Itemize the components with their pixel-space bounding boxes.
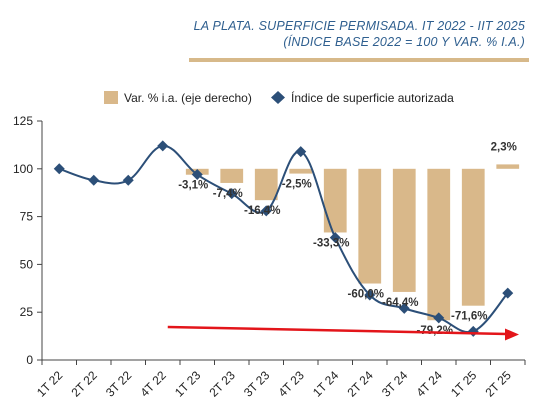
index-point bbox=[122, 174, 134, 186]
x-tick-label: 4T 24 bbox=[413, 368, 445, 400]
bar bbox=[461, 168, 485, 306]
x-tick-label: 2T 24 bbox=[344, 368, 376, 400]
chart-title-line2: (ÍNDICE BASE 2022 = 100 Y VAR. % I.A.) bbox=[283, 35, 525, 49]
bar-value-label: -3,1% bbox=[178, 180, 208, 192]
x-tick-label: 3T 22 bbox=[103, 368, 135, 400]
index-point bbox=[191, 169, 203, 181]
x-tick-label: 2T 23 bbox=[206, 368, 238, 400]
legend-line-marker bbox=[271, 91, 285, 104]
bar bbox=[427, 168, 451, 321]
x-tick-label: 1T 22 bbox=[34, 368, 66, 400]
x-tick-label: 2T 25 bbox=[482, 368, 514, 400]
trend-arrow-head bbox=[505, 328, 519, 341]
bar bbox=[323, 168, 347, 233]
x-tick-label: 2T 22 bbox=[68, 368, 100, 400]
bar-value-label: -7,4% bbox=[213, 188, 243, 200]
index-point bbox=[53, 163, 65, 175]
chart-title-line1: LA PLATA. SUPERFICIE PERMISADA. IT 2022 … bbox=[193, 19, 525, 33]
legend-bar-swatch bbox=[104, 91, 118, 104]
index-point bbox=[364, 289, 376, 301]
bar bbox=[220, 168, 244, 183]
bar bbox=[289, 168, 313, 174]
bar-value-label: -64,4% bbox=[382, 297, 418, 309]
bar bbox=[358, 168, 382, 284]
bar-value-label: -33,3% bbox=[313, 237, 349, 249]
index-line bbox=[58, 144, 509, 334]
x-tick-label: 1T 24 bbox=[310, 368, 342, 400]
bar-value-label: -79,2% bbox=[417, 325, 453, 337]
y-tick-label: 0 bbox=[26, 353, 33, 367]
bar-value-label: -16,4% bbox=[244, 205, 280, 217]
bar bbox=[496, 164, 520, 169]
bar-value-label: -71,6% bbox=[451, 311, 487, 323]
x-tick-label: 3T 24 bbox=[379, 368, 411, 400]
index-point bbox=[157, 140, 169, 152]
y-tick-label: 100 bbox=[13, 162, 33, 176]
legend-bar-label: Var. % i.a. (eje derecho) bbox=[124, 91, 252, 105]
legend: Var. % i.a. (eje derecho) Índice de supe… bbox=[104, 90, 454, 105]
index-point bbox=[502, 287, 514, 299]
bar bbox=[392, 168, 416, 292]
title-underline bbox=[189, 58, 529, 62]
bar-value-label: 2,3% bbox=[491, 141, 517, 153]
x-tick-label: 4T 22 bbox=[137, 368, 169, 400]
x-tick-label: 1T 25 bbox=[448, 368, 480, 400]
index-point bbox=[226, 188, 238, 200]
index-point bbox=[88, 174, 100, 186]
index-point bbox=[295, 146, 307, 158]
line-series bbox=[53, 140, 514, 337]
y-tick-label: 75 bbox=[20, 210, 34, 224]
x-tick-label: 1T 23 bbox=[172, 368, 204, 400]
trend-arrow-shaft bbox=[167, 325, 508, 336]
chart-title: LA PLATA. SUPERFICIE PERMISADA. IT 2022 … bbox=[194, 18, 525, 50]
index-point bbox=[398, 302, 410, 314]
y-tick-label: 50 bbox=[20, 257, 34, 271]
x-tick-label: 3T 23 bbox=[241, 368, 273, 400]
y-tick-label: 25 bbox=[20, 305, 34, 319]
index-point bbox=[433, 312, 445, 324]
index-point bbox=[260, 205, 272, 217]
bar bbox=[254, 168, 278, 201]
y-tick-label: 125 bbox=[13, 114, 33, 128]
index-point bbox=[467, 325, 479, 337]
data-labels: -3,1% -7,4%-16,4% -2,5% -33,3% -60,0%-64,4% -… bbox=[178, 141, 517, 337]
bar-series bbox=[185, 164, 520, 321]
bar-value-label: -60,0% bbox=[348, 289, 384, 301]
legend-line-label: Índice de superficie autorizada bbox=[291, 90, 454, 105]
index-point bbox=[329, 232, 341, 244]
trend-arrow bbox=[167, 325, 519, 341]
x-tick-label: 4T 23 bbox=[275, 368, 307, 400]
bar-value-label: -2,5% bbox=[282, 179, 312, 191]
